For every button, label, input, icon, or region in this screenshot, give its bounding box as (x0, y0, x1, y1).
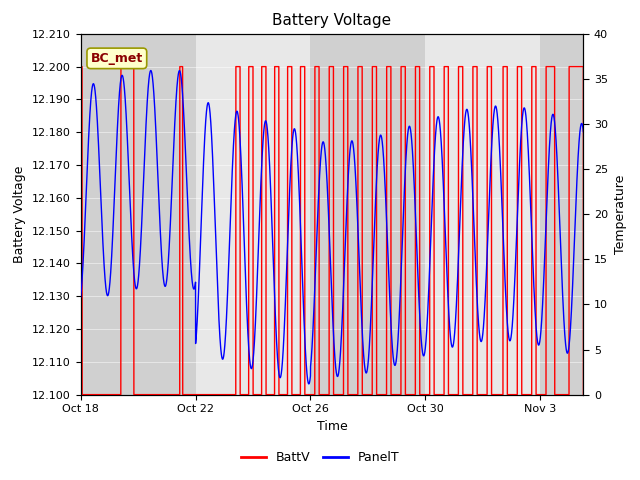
Bar (540, 34, 584, 395)
Title: Battery Voltage: Battery Voltage (273, 13, 392, 28)
Text: BC_met: BC_met (91, 52, 143, 65)
X-axis label: Time: Time (317, 420, 348, 433)
Bar (81, 34, 196, 395)
Y-axis label: Temperature: Temperature (614, 175, 627, 254)
Legend: BattV, PanelT: BattV, PanelT (236, 446, 404, 469)
Y-axis label: Battery Voltage: Battery Voltage (13, 166, 26, 263)
Bar (310, 34, 426, 395)
